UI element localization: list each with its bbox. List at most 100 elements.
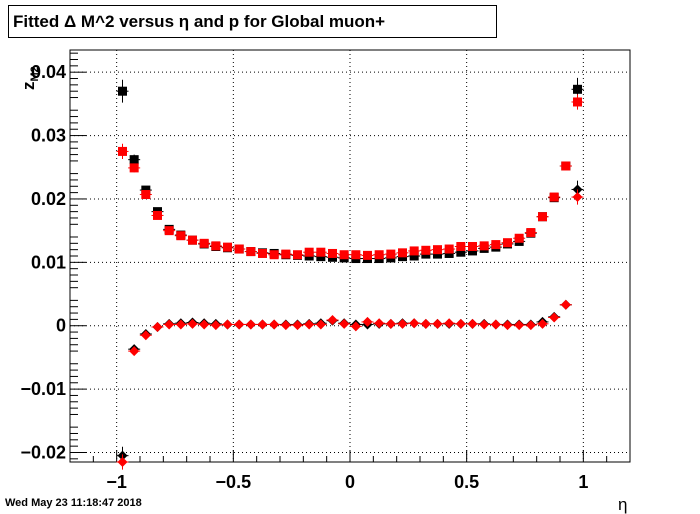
data-point [293,250,302,260]
data-point [514,233,524,243]
data-point [210,320,221,331]
data-point [490,319,501,330]
y-tick-label: 0.02 [31,189,66,209]
chart-title: Fitted Δ M^2 versus η and p for Global m… [8,5,497,38]
data-point [561,161,571,171]
data-point [118,86,127,96]
svg-text:zM2: zM2 [19,66,41,90]
data-point [129,163,139,173]
data-point [502,320,513,331]
data-point [280,320,291,331]
data-point [304,319,315,330]
data-point [456,247,466,257]
data-point [526,228,536,238]
data-point [467,318,478,329]
data-point [351,250,361,260]
data-point [397,318,408,329]
data-point [468,241,477,251]
data-point [491,240,501,250]
data-point [363,250,372,260]
grid-lines [70,50,630,462]
y-tick-label: −0.01 [20,379,66,399]
series-4 [116,189,584,470]
data-point [537,318,548,329]
data-point [456,241,466,251]
y-tick-label: 0.03 [31,126,66,146]
data-point [118,146,127,156]
y-tick-label: 0.01 [31,252,66,272]
data-point [538,212,547,222]
data-point [339,318,350,329]
data-point [246,247,256,257]
data-point [234,319,245,330]
data-point [175,319,186,330]
data-point [455,318,466,329]
plot-frame [69,49,631,463]
y-axis-title: zM2 [19,66,41,90]
x-tick-label: 1 [578,472,588,492]
data-point [211,241,221,251]
data-point [129,155,139,165]
data-point [503,238,512,248]
data-point [164,226,174,236]
data-point [258,248,267,258]
data-point [549,192,559,202]
data-point [164,319,175,330]
data-point [304,247,314,257]
data-point [514,320,525,331]
data-point [153,210,162,220]
x-tick-label: 0.5 [454,472,479,492]
data-point [152,321,163,332]
data-point [117,457,128,467]
data-point [234,244,244,254]
data-point [398,248,407,258]
series-2 [116,94,584,260]
data-point [444,244,454,254]
x-tick-label: −0.5 [216,472,252,492]
data-point [269,319,280,330]
data-point [560,299,571,310]
data-point [188,235,197,245]
data-point [572,192,583,203]
data-point [350,321,361,332]
data-point [223,242,232,252]
data-point [199,319,210,330]
data-point [409,251,419,261]
x-tick-label: 0 [345,472,355,492]
data-point [292,320,303,331]
data-point [432,318,443,329]
data-point [140,330,151,341]
data-point [327,315,338,326]
data-point [222,319,233,330]
data-point [385,318,396,329]
y-tick-label: 0 [56,316,66,336]
timestamp-footer: Wed May 23 11:18:47 2018 [5,497,142,509]
data-point [176,231,186,241]
data-point [525,320,536,331]
x-axis-title: η [618,495,627,514]
data-point [187,318,198,329]
data-point [316,247,326,257]
axis-ticks [69,52,631,462]
tick-labels: −1 −0.5 0 0.5 1 −0.02 −0.01 0 0.01 0.02 0.03 0.04 [20,62,588,492]
data-point [409,246,419,256]
data-point [420,318,431,329]
data-point [129,346,140,357]
data-point [362,316,373,327]
data-point [479,241,489,251]
data-point [257,319,268,330]
data-point [328,248,337,258]
data-point [339,250,349,260]
data-point [269,250,279,260]
data-point [479,319,490,330]
data-point [549,312,560,323]
data-point [433,245,442,255]
data-point [281,249,291,259]
data-point [374,318,385,329]
data-points [116,77,584,470]
data-point [444,318,455,329]
data-point [245,319,256,330]
y-tick-label: 0.04 [31,62,66,82]
data-point [573,97,582,107]
